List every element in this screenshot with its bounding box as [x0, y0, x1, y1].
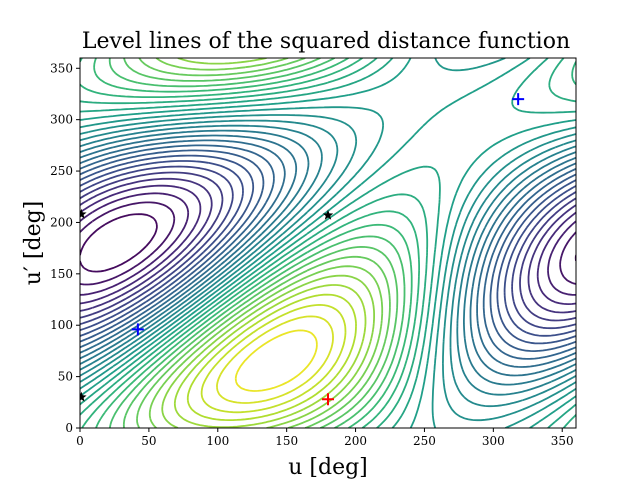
- plot-frame: [79, 57, 577, 429]
- contour-level-line: [80, 149, 576, 352]
- y-tick-label: 50: [58, 370, 73, 384]
- contour-level-line: [80, 160, 576, 337]
- x-tick-label: 250: [413, 434, 436, 448]
- x-tick-label: 0: [76, 434, 84, 448]
- contour-level-line: [234, 329, 318, 392]
- contour-level-line: [200, 304, 347, 414]
- contour-level-line: [148, 58, 384, 428]
- contour-level-line: [216, 315, 334, 404]
- saddle-point-marker: [80, 208, 87, 219]
- contour-level-line: [80, 201, 576, 286]
- x-tick-label: 300: [482, 434, 505, 448]
- contour-level-line: [80, 184, 576, 305]
- y-tick-label: 150: [50, 267, 73, 281]
- y-tick-label: 250: [50, 164, 73, 178]
- x-tick-label: 200: [344, 434, 367, 448]
- contour-level-line: [80, 124, 576, 396]
- x-tick-label: 350: [551, 434, 574, 448]
- contour-level-line: [108, 58, 406, 428]
- y-axis-ticks: 0 50 100 150 200 250 300 350: [50, 61, 80, 435]
- contour-level-line: [80, 58, 576, 428]
- contour-level-line: [80, 114, 576, 422]
- contour-level-line: [80, 154, 576, 345]
- contour-level-line: [80, 129, 576, 386]
- contour-level-line: [173, 284, 367, 428]
- chart-title: Level lines of the squared distance func…: [82, 29, 570, 54]
- contour-level-line: [80, 171, 576, 322]
- saddle-point-marker: [80, 391, 87, 402]
- y-tick-label: 100: [50, 318, 73, 332]
- x-tick-label: 100: [206, 434, 229, 448]
- minimum-marker: [322, 393, 334, 406]
- contour-level-line: [80, 177, 576, 314]
- y-tick-label: 0: [65, 421, 73, 435]
- contour-level-line: [80, 119, 576, 408]
- y-tick-label: 300: [50, 113, 73, 127]
- maximum-marker: [512, 93, 525, 106]
- x-axis-ticks: 0 50 100 150 200 250 300 350: [76, 428, 574, 448]
- y-tick-label: 200: [50, 215, 73, 229]
- x-tick-label: 150: [275, 434, 298, 448]
- maximum-marker: [131, 323, 144, 336]
- contour-level-line: [80, 139, 576, 368]
- y-tick-label: 350: [50, 61, 73, 75]
- x-axis-label: u [deg]: [288, 455, 368, 480]
- contour-level-line: [186, 293, 357, 421]
- x-tick-label: 50: [141, 434, 156, 448]
- critical-point-markers: [80, 93, 525, 406]
- contour-level-line: [80, 58, 576, 428]
- contour-level-line: [93, 58, 413, 428]
- contour-level-line: [80, 165, 576, 330]
- contour-level-line: [80, 134, 576, 377]
- contour-level-line: [80, 144, 576, 360]
- saddle-point-marker: [322, 209, 334, 220]
- contour-level-line: [161, 58, 375, 428]
- y-axis-label: u′ [deg]: [21, 201, 46, 286]
- contour-level-line: [136, 58, 391, 428]
- contour-level-line: [80, 58, 576, 428]
- contour-level-line: [122, 58, 399, 428]
- contour-lines: [80, 58, 576, 428]
